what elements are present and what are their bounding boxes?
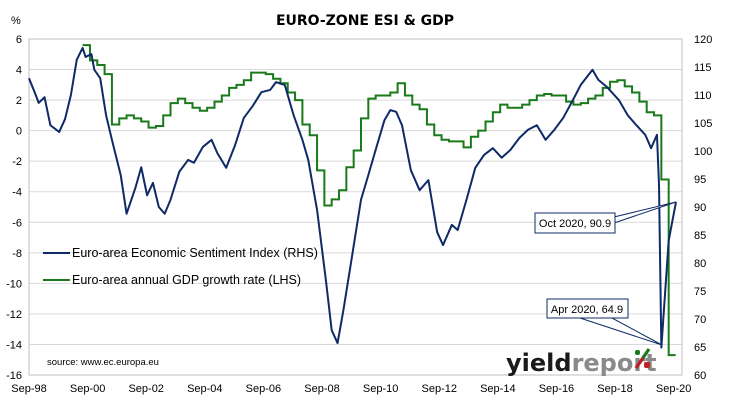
right-tick-label: 120: [694, 34, 712, 46]
legend-item-gdp: Euro-area annual GDP growth rate (LHS): [43, 273, 301, 287]
annotations: Oct 2020, 90.9 Apr 2020, 64.9: [534, 201, 677, 346]
x-tick-label: Sep-18: [597, 383, 632, 395]
left-tick-label: -14: [6, 339, 22, 351]
x-tick-label: Sep-16: [539, 383, 574, 395]
left-tick-label: -8: [12, 248, 22, 260]
x-tick-label: Sep-12: [421, 383, 456, 395]
annotation-apr-2020-label: Apr 2020, 64.9: [551, 304, 623, 316]
series-line-gdp: [82, 44, 676, 357]
left-tick-label: -16: [6, 370, 22, 382]
annotation-oct-2020-leader: [613, 201, 677, 224]
x-tick-label: Sep-14: [480, 383, 515, 395]
x-tick-label: Sep-08: [304, 383, 339, 395]
x-tick-label: Sep-02: [128, 383, 163, 395]
left-tick-label: 0: [16, 126, 22, 138]
legend: Euro-area Economic Sentiment Index (RHS)…: [43, 246, 318, 287]
yieldreport-logo: yieldreport: [506, 348, 657, 377]
logo-part-yield: yield: [506, 349, 572, 377]
gridlines: [29, 69, 682, 345]
source-note: source: www.ec.europa.eu: [47, 357, 159, 368]
logo-text: yieldreport: [506, 349, 657, 377]
right-tick-label: 110: [694, 90, 712, 102]
left-axis-unit-label: %: [11, 15, 21, 27]
x-axis: Sep-98 Sep-00 Sep-02 Sep-04 Sep-06 Sep-08 Sep-…: [11, 383, 691, 395]
plot-frame: [28, 38, 683, 376]
right-tick-label: 105: [694, 118, 712, 130]
right-tick-label: 90: [694, 202, 706, 214]
left-tick-label: 2: [16, 95, 22, 107]
annotation-apr-2020-box: [546, 298, 629, 319]
left-tick-label: -6: [12, 217, 22, 229]
annotation-oct-2020: Oct 2020, 90.9: [534, 201, 677, 234]
right-tick-label: 95: [694, 174, 706, 186]
series-layer: [28, 44, 677, 357]
logo-part-report: report: [572, 349, 657, 377]
left-tick-label: 6: [16, 34, 22, 46]
legend-label-gdp: Euro-area annual GDP growth rate (LHS): [72, 273, 301, 287]
right-tick-label: 80: [694, 258, 706, 270]
legend-label-esi: Euro-area Economic Sentiment Index (RHS): [72, 246, 318, 260]
annotation-oct-2020-box: [534, 212, 616, 234]
right-tick-label: 85: [694, 230, 706, 242]
right-tick-label: 60: [694, 370, 706, 382]
series-line-esi: [28, 46, 677, 349]
annotation-apr-2020: Apr 2020, 64.9: [546, 298, 663, 346]
x-tick-label: Sep-20: [656, 383, 691, 395]
annotation-oct-2020-label: Oct 2020, 90.9: [539, 218, 611, 230]
right-tick-label: 115: [694, 62, 712, 74]
x-tick-label: Sep-10: [363, 383, 398, 395]
left-tick-label: -10: [6, 278, 22, 290]
right-tick-label: 100: [694, 146, 712, 158]
right-tick-label: 75: [694, 286, 706, 298]
left-tick-label: -4: [12, 187, 22, 199]
right-tick-label: 65: [694, 342, 706, 354]
x-tick-label: Sep-00: [70, 383, 105, 395]
logo-percent-icon: [634, 348, 651, 369]
x-tick-label: Sep-04: [187, 383, 222, 395]
annotation-apr-2020-leader: [579, 317, 663, 346]
x-tick-label: Sep-98: [11, 383, 46, 395]
right-axis: 120 115 110 105 100 95 90 85 80 75 70 65 60: [694, 34, 712, 382]
right-tick-label: 70: [694, 314, 706, 326]
x-tick-label: Sep-06: [246, 383, 281, 395]
left-tick-label: -12: [6, 309, 22, 321]
left-tick-label: -2: [12, 156, 22, 168]
legend-item-esi: Euro-area Economic Sentiment Index (RHS): [43, 246, 318, 260]
left-axis: 6 4 2 0 -2 -4 -6 -8 -10 -12 -14 -16: [6, 34, 22, 382]
left-tick-label: 4: [16, 65, 22, 77]
chart-title: EURO-ZONE ESI & GDP: [276, 13, 454, 29]
